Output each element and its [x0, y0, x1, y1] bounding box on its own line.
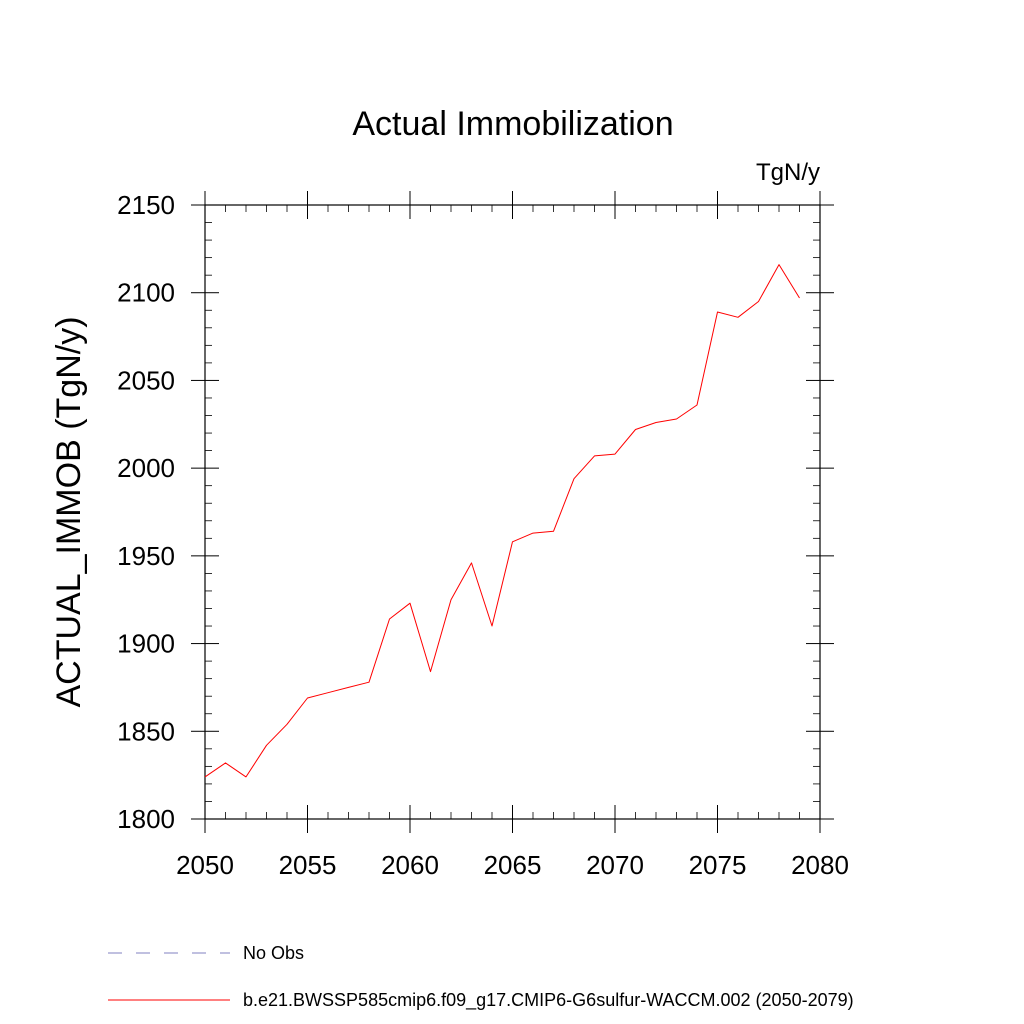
x-tick-labels: 2050 2055 2060 2065 2070 2075 2080 [176, 850, 849, 880]
data-point [203, 775, 206, 778]
series-line [204, 264, 800, 778]
y-tick-label: 1900 [117, 629, 175, 659]
x-tick-label: 2055 [279, 850, 337, 880]
x-tick-label: 2060 [381, 850, 439, 880]
y-tick-label: 2050 [117, 365, 175, 395]
data-point [470, 561, 473, 564]
y-tick-label: 2100 [117, 278, 175, 308]
units-label: TgN/y [756, 159, 820, 186]
data-point [695, 403, 698, 406]
y-tick-label: 2150 [117, 190, 175, 220]
x-tick-label: 2050 [176, 850, 234, 880]
legend: No Obs b.e21.BWSSP585cmip6.f09_g17.CMIP6-… [108, 943, 854, 1011]
data-point [265, 744, 268, 747]
data-point [347, 686, 350, 689]
data-point [777, 263, 780, 266]
data-point [675, 417, 678, 420]
data-point [654, 421, 657, 424]
x-tick-label: 2075 [689, 850, 747, 880]
data-point [285, 723, 288, 726]
data-point [408, 602, 411, 605]
x-tick-label: 2080 [791, 850, 849, 880]
data-point [326, 691, 329, 694]
data-point [572, 477, 575, 480]
legend-label: b.e21.BWSSP585cmip6.f09_g17.CMIP6-G6sulf… [243, 990, 854, 1011]
data-point [490, 624, 493, 627]
y-tick-label: 1850 [117, 716, 175, 746]
data-point [736, 316, 739, 319]
data-point [531, 531, 534, 534]
data-point [388, 617, 391, 620]
y-tick-labels: 1800 1850 1900 1950 2000 2050 2100 2150 [117, 190, 175, 834]
series-layer [203, 263, 801, 778]
y-tick-label: 2000 [117, 453, 175, 483]
data-point [511, 540, 514, 543]
plot-frame [204, 204, 821, 820]
data-point [798, 296, 801, 299]
data-point [613, 453, 616, 456]
y-axis-label: ACTUAL_IMMOB (TgN/y) [50, 316, 88, 707]
data-point [429, 670, 432, 673]
data-point [552, 530, 555, 533]
data-point [449, 598, 452, 601]
x-tick-label: 2070 [586, 850, 644, 880]
y-tick-label: 1800 [117, 804, 175, 834]
data-point [634, 428, 637, 431]
x-tick-label: 2065 [484, 850, 542, 880]
data-point [306, 696, 309, 699]
data-point [367, 681, 370, 684]
legend-label: No Obs [243, 943, 304, 963]
data-point [224, 761, 227, 764]
data-point [716, 310, 719, 313]
chart-title: Actual Immobilization [352, 105, 673, 143]
data-point [244, 775, 247, 778]
axis-ticks [191, 191, 834, 833]
data-point [593, 454, 596, 457]
y-tick-label: 1950 [117, 541, 175, 571]
data-point [757, 300, 760, 303]
